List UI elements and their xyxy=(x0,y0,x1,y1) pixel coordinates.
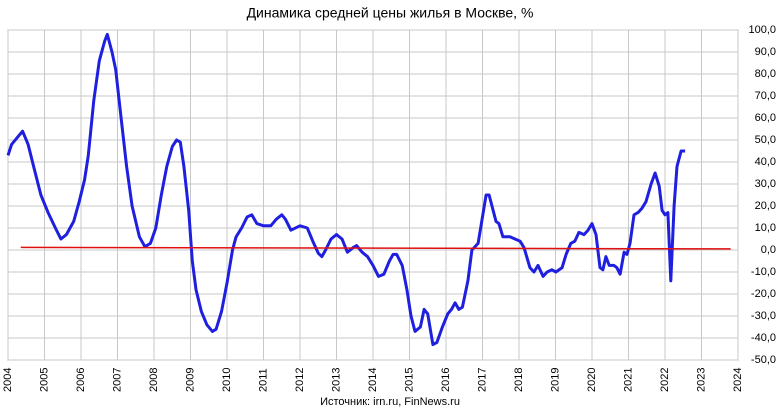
y-tick-label: -40,0 xyxy=(751,332,776,344)
y-tick-label: -30,0 xyxy=(751,310,776,322)
series-line xyxy=(6,32,686,347)
x-tick-label: 2018 xyxy=(513,368,525,392)
y-tick-label: 60,0 xyxy=(755,112,776,124)
x-tick-label: 2020 xyxy=(586,368,598,392)
y-tick-label: 10,0 xyxy=(755,222,776,234)
x-tick-label: 2007 xyxy=(111,368,123,392)
y-tick-label: 40,0 xyxy=(755,156,776,168)
y-tick-label: -50,0 xyxy=(751,354,776,366)
y-tick-label: 90,0 xyxy=(755,46,776,58)
x-tick-label: 2016 xyxy=(440,368,452,392)
x-tick-label: 2014 xyxy=(367,368,379,392)
x-tick-label: 2022 xyxy=(659,368,671,392)
y-tick-label: -20,0 xyxy=(751,288,776,300)
x-tick-label: 2012 xyxy=(294,368,306,392)
x-tick-label: 2023 xyxy=(695,368,707,392)
chart-title: Динамика средней цены жилья в Москве, % xyxy=(247,5,534,21)
y-tick-label: 70,0 xyxy=(755,90,776,102)
y-tick-label: 50,0 xyxy=(755,134,776,146)
x-tick-label: 2024 xyxy=(732,368,744,392)
x-tick-label: 2004 xyxy=(2,368,14,392)
x-tick-label: 2017 xyxy=(476,368,488,392)
x-tick-label: 2010 xyxy=(221,368,233,392)
y-tick-label: 30,0 xyxy=(755,178,776,190)
x-tick-label: 2015 xyxy=(403,368,415,392)
source: Источник: irn.ru, FinNews.ru xyxy=(320,396,460,408)
x-tick-label: 2005 xyxy=(38,368,50,392)
series-line xyxy=(20,246,731,250)
x-tick-label: 2009 xyxy=(184,368,196,392)
x-tick-label: 2019 xyxy=(549,368,561,392)
y-tick-label: -10,0 xyxy=(751,266,776,278)
x-tick-label: 2006 xyxy=(75,368,87,392)
x-tick-label: 2021 xyxy=(622,368,634,392)
x-tick-label: 2008 xyxy=(148,368,160,392)
x-tick-label: 2011 xyxy=(257,368,269,392)
x-tick-label: 2013 xyxy=(330,368,342,392)
y-tick-label: 0,0 xyxy=(761,244,776,256)
y-tick-label: 20,0 xyxy=(755,200,776,212)
y-tick-label: 100,0 xyxy=(748,24,776,36)
y-tick-label: 80,0 xyxy=(755,68,776,80)
